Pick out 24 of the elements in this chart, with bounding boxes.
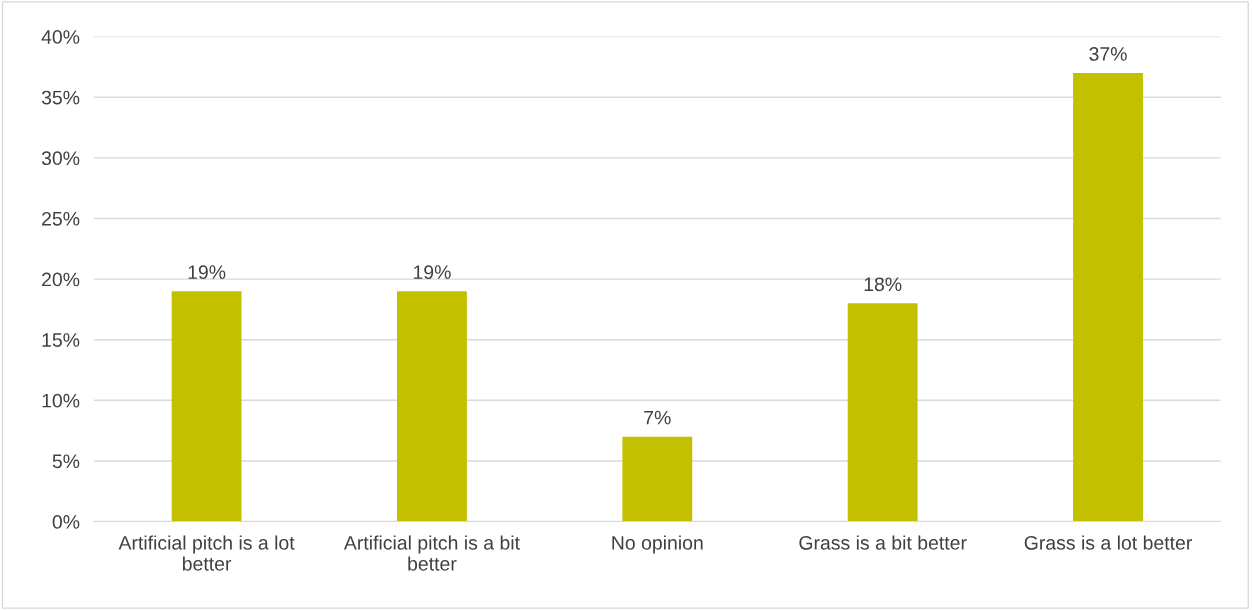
y-tick-label: 30% bbox=[41, 151, 80, 166]
y-tick-label: 35% bbox=[41, 90, 80, 105]
y-tick-label: 5% bbox=[52, 454, 80, 469]
y-tick-label: 15% bbox=[42, 333, 80, 347]
bar bbox=[622, 436, 693, 522]
data-label: 7% bbox=[644, 410, 671, 425]
y-tick-label: 10% bbox=[42, 393, 80, 408]
x-tick-label: Grass is a lot better bbox=[1024, 535, 1192, 550]
y-tick-label: 25% bbox=[42, 211, 80, 226]
data-label: 19% bbox=[188, 265, 226, 280]
x-tick-label: Artificial pitch is a lot better bbox=[118, 535, 295, 571]
bar bbox=[847, 303, 918, 522]
data-label: 18% bbox=[864, 277, 902, 292]
data-label: 19% bbox=[413, 265, 451, 280]
bar bbox=[1073, 72, 1143, 522]
y-tick-label: 20% bbox=[42, 272, 80, 287]
x-tick-label: No opinion bbox=[612, 535, 703, 554]
x-tick-label: Artificial pitch is a bit better bbox=[343, 535, 520, 571]
bar bbox=[171, 291, 242, 522]
data-label: 37% bbox=[1089, 47, 1127, 61]
bar bbox=[397, 291, 467, 522]
y-tick-label: 40% bbox=[41, 30, 80, 44]
x-tick-label: Grass is a bit better bbox=[799, 535, 967, 550]
y-tick-label: 0% bbox=[52, 515, 80, 529]
